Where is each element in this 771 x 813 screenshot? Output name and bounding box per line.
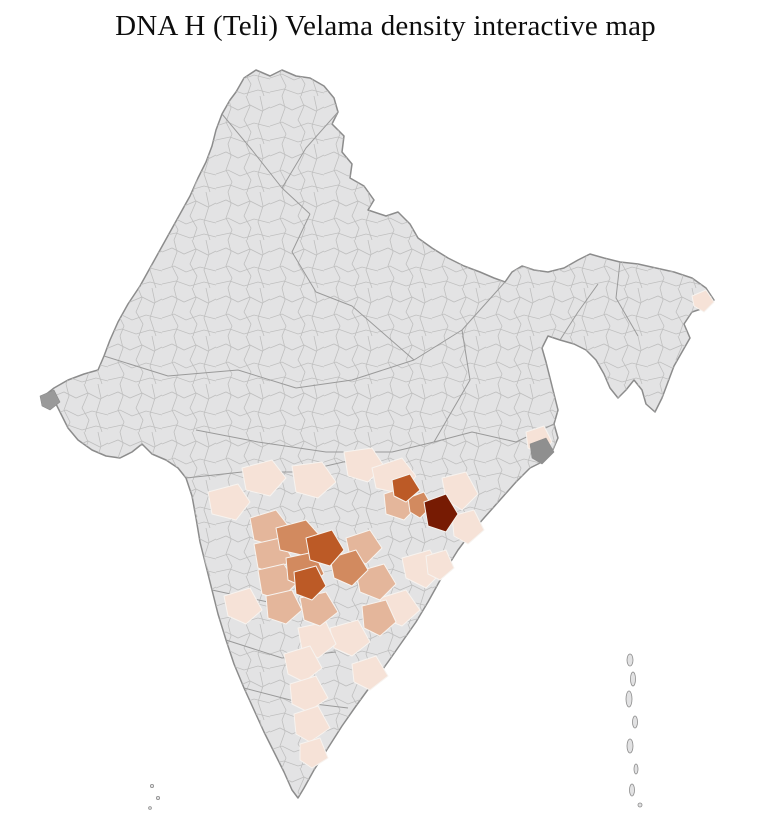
- district[interactable]: [293, 565, 327, 601]
- island[interactable]: [633, 763, 639, 775]
- no-data-region[interactable]: [39, 389, 61, 411]
- district[interactable]: [223, 587, 263, 625]
- district[interactable]: [299, 737, 329, 769]
- no-data-region[interactable]: [529, 437, 555, 465]
- island[interactable]: [625, 690, 633, 708]
- district[interactable]: [425, 549, 455, 581]
- district[interactable]: [293, 705, 331, 743]
- district[interactable]: [355, 563, 397, 601]
- island[interactable]: [632, 715, 638, 729]
- district[interactable]: [691, 289, 715, 313]
- andaman-nicobar-islands[interactable]: [625, 653, 643, 808]
- lakshadweep-islands[interactable]: [148, 784, 160, 810]
- district[interactable]: [241, 459, 287, 497]
- district[interactable]: [289, 675, 329, 713]
- island[interactable]: [626, 653, 634, 667]
- island[interactable]: [148, 806, 152, 810]
- island[interactable]: [629, 783, 635, 797]
- district[interactable]: [283, 645, 323, 683]
- district[interactable]: [351, 655, 389, 691]
- district[interactable]: [265, 589, 303, 625]
- district[interactable]: [423, 493, 459, 533]
- district[interactable]: [391, 473, 421, 503]
- island[interactable]: [155, 796, 160, 801]
- district[interactable]: [299, 591, 339, 627]
- density-districts[interactable]: [39, 289, 715, 769]
- district-texture: [44, 70, 714, 798]
- island[interactable]: [149, 784, 154, 789]
- district[interactable]: [291, 461, 337, 499]
- page-title: DNA H (Teli) Velama density interactive …: [115, 10, 656, 42]
- district[interactable]: [329, 549, 369, 587]
- district[interactable]: [361, 599, 397, 637]
- india-landmass[interactable]: [30, 55, 740, 813]
- district[interactable]: [451, 509, 485, 545]
- island[interactable]: [630, 671, 636, 687]
- island[interactable]: [637, 802, 643, 808]
- district[interactable]: [207, 483, 251, 521]
- district[interactable]: [305, 529, 345, 567]
- island[interactable]: [626, 738, 634, 754]
